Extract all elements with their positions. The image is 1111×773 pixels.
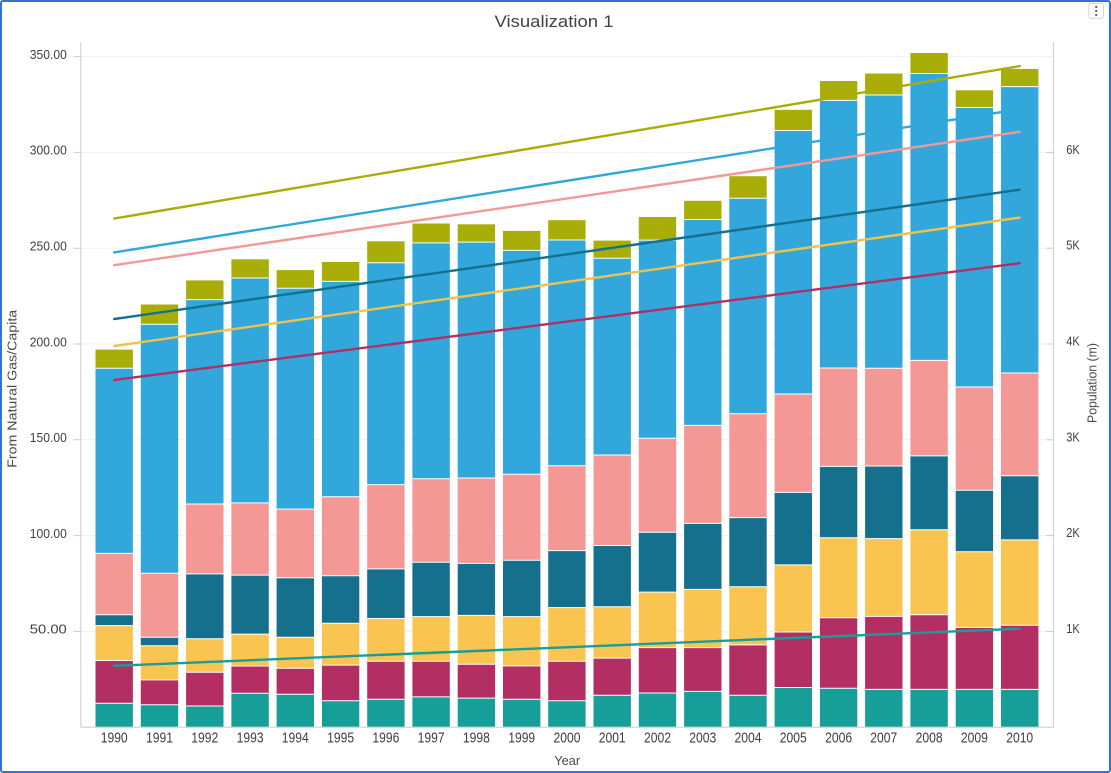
svg-text:2000: 2000 (554, 729, 581, 746)
svg-text:50.00: 50.00 (30, 622, 67, 637)
svg-text:150.00: 150.00 (30, 430, 67, 445)
svg-text:2003: 2003 (689, 729, 716, 746)
svg-text:2009: 2009 (961, 729, 988, 746)
svg-text:2002: 2002 (644, 729, 671, 746)
svg-text:300.00: 300.00 (30, 143, 67, 158)
svg-text:5K: 5K (1066, 238, 1080, 253)
svg-text:2001: 2001 (599, 729, 626, 746)
svg-text:250.00: 250.00 (30, 239, 67, 254)
svg-text:Population (m): Population (m) (1085, 343, 1100, 423)
svg-text:1999: 1999 (508, 729, 535, 746)
svg-text:1993: 1993 (237, 729, 264, 746)
svg-text:1K: 1K (1066, 621, 1080, 636)
svg-text:1992: 1992 (191, 729, 218, 746)
svg-text:1996: 1996 (372, 729, 399, 746)
svg-text:1995: 1995 (327, 729, 354, 746)
svg-text:6K: 6K (1066, 142, 1080, 157)
svg-text:2007: 2007 (870, 729, 897, 746)
svg-text:350.00: 350.00 (30, 47, 67, 62)
svg-text:2004: 2004 (735, 729, 762, 746)
svg-text:Visualization 1: Visualization 1 (495, 12, 614, 31)
svg-text:100.00: 100.00 (30, 526, 67, 541)
svg-text:1997: 1997 (418, 729, 445, 746)
svg-text:2K: 2K (1066, 525, 1080, 540)
svg-text:1991: 1991 (146, 729, 173, 746)
svg-text:4K: 4K (1066, 334, 1080, 349)
svg-text:3K: 3K (1066, 429, 1080, 444)
svg-text:1998: 1998 (463, 729, 490, 746)
svg-text:1994: 1994 (282, 729, 309, 746)
svg-text:1990: 1990 (101, 729, 128, 746)
svg-text:2010: 2010 (1006, 729, 1033, 746)
svg-text:2006: 2006 (825, 729, 852, 746)
svg-text:From Natural Gas/Capita: From Natural Gas/Capita (5, 309, 20, 468)
svg-text:2008: 2008 (916, 729, 943, 746)
svg-text:200.00: 200.00 (30, 334, 67, 349)
svg-text:2005: 2005 (780, 729, 807, 746)
svg-text:Year: Year (554, 753, 581, 768)
